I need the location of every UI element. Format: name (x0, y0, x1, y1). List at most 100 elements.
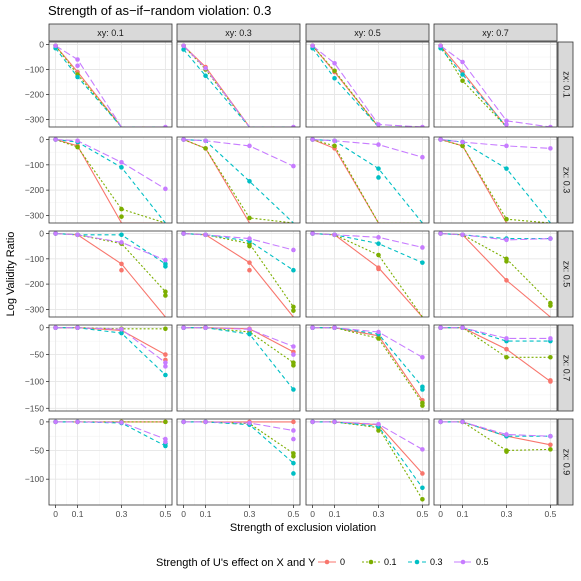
data-point (75, 57, 80, 62)
chart-title: Strength of as−if−random violation: 0.3 (48, 3, 271, 18)
data-point (332, 75, 337, 81)
plot-area (53, 43, 168, 127)
data-point (119, 214, 124, 219)
data-point (548, 303, 553, 308)
col-strip-label: xy: 0.7 (482, 28, 509, 38)
legend-entry-label: 0.3 (430, 557, 443, 567)
series-line (183, 232, 294, 251)
data-point (163, 289, 168, 295)
x-tick-label: 0.5 (287, 509, 299, 519)
y-tick-label: −200 (25, 90, 44, 100)
series-line (440, 232, 551, 240)
panel-border (305, 136, 430, 224)
panel-border (305, 230, 430, 318)
series-line (55, 138, 166, 190)
col-strip (433, 23, 558, 42)
facet-panel (305, 324, 430, 412)
plot-area (310, 231, 425, 317)
series-line (55, 232, 166, 265)
plot-area (310, 419, 425, 502)
data-point (291, 419, 296, 425)
row-strip-label: zx: 0.9 (562, 449, 572, 476)
data-point (203, 138, 208, 144)
data-point (181, 43, 186, 49)
x-tick-label: 0.5 (416, 509, 428, 519)
col-strip-label: xy: 0.3 (225, 28, 252, 38)
plot-area (310, 325, 425, 408)
data-point (163, 439, 168, 445)
series-line (312, 232, 423, 264)
data-point (75, 138, 80, 144)
data-point (203, 73, 208, 79)
plot-area (53, 137, 168, 223)
y-tick-label: −100 (25, 160, 44, 170)
y-tick-label: 0 (39, 229, 44, 239)
data-point (203, 232, 208, 238)
plot-area (310, 137, 425, 223)
series-line (312, 45, 423, 127)
data-point (504, 346, 509, 352)
data-point (53, 419, 58, 425)
series-line (55, 45, 166, 127)
data-point (291, 453, 296, 459)
data-point (247, 143, 252, 149)
data-point (332, 60, 337, 66)
data-point (291, 436, 296, 442)
panel-border (176, 41, 301, 128)
x-tick-label: 0 (438, 509, 443, 519)
data-point (119, 159, 124, 165)
data-point (420, 471, 425, 476)
data-point (548, 378, 553, 383)
data-point (291, 304, 296, 310)
data-point (291, 363, 296, 368)
data-point (119, 261, 124, 267)
data-point (420, 245, 425, 250)
facet-panel (305, 418, 430, 506)
series-line (440, 45, 551, 127)
data-point (504, 143, 509, 149)
data-point (420, 154, 425, 160)
facet-panel (433, 41, 558, 128)
data-point (504, 432, 509, 437)
plot-area (438, 43, 553, 127)
data-point (460, 325, 465, 330)
data-point (548, 124, 553, 127)
y-axis-label: Log Validity Ratio (5, 232, 17, 317)
data-point (247, 260, 252, 265)
panel-border (48, 324, 173, 412)
panel-border (433, 41, 558, 128)
series-line (55, 138, 166, 223)
data-point (203, 419, 208, 425)
facet-panel (305, 230, 430, 318)
panel-border (305, 324, 430, 412)
facet-panel (176, 418, 301, 506)
col-strip (176, 23, 301, 42)
data-point (376, 241, 381, 246)
data-point (163, 326, 168, 332)
data-point (163, 364, 168, 369)
plot-area (53, 231, 168, 317)
series-line (440, 45, 551, 127)
plot-area (181, 231, 296, 317)
data-point (291, 308, 296, 313)
data-point (163, 186, 168, 192)
data-point (376, 266, 381, 272)
series-line (440, 327, 551, 339)
data-point (291, 471, 296, 476)
series-line (440, 421, 551, 437)
data-point (181, 231, 186, 236)
data-point (119, 267, 124, 273)
series-line (312, 232, 423, 248)
plot-area (438, 231, 553, 317)
series-line (55, 421, 166, 440)
series-line (183, 138, 294, 223)
facet-panel (176, 230, 301, 318)
panel-background (49, 419, 172, 505)
data-point (332, 325, 337, 330)
y-tick-label: −300 (25, 115, 44, 125)
data-point (504, 449, 509, 454)
facet-panel (433, 136, 558, 224)
facet-panel (433, 418, 558, 506)
data-point (247, 243, 252, 249)
data-point (203, 146, 208, 151)
